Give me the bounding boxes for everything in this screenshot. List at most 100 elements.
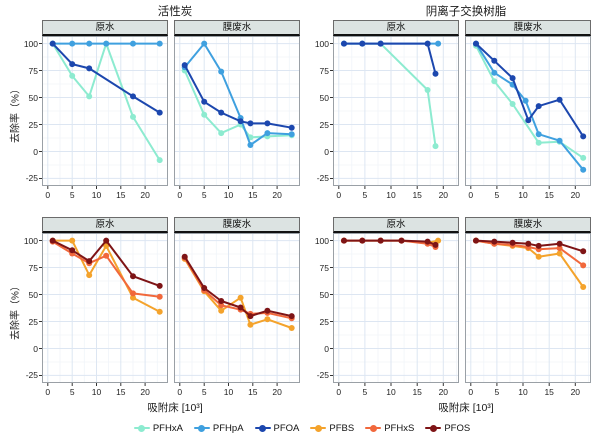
panel-ac-raw-carboxylates: 原水 0 5 10 15 20 bbox=[42, 20, 168, 201]
svg-text:15: 15 bbox=[248, 387, 258, 397]
svg-text:5: 5 bbox=[495, 190, 500, 200]
svg-text:10: 10 bbox=[92, 190, 102, 200]
y-tick-label: 25 bbox=[320, 317, 333, 327]
y-axis-ticks-left-group: 100 75 50 25 0 -25 bbox=[17, 217, 42, 398]
facet-strip-label: 原水 bbox=[42, 20, 168, 36]
plot-ix-membrane-sulfonates: 0 5 10 15 20 bbox=[465, 233, 591, 397]
panel-ix-raw-sulfonates: 原水 0 5 10 15 20 bbox=[333, 217, 459, 398]
panel-ix-raw-carboxylates: 原水 0 5 10 15 20 bbox=[333, 20, 459, 201]
svg-text:15: 15 bbox=[544, 387, 554, 397]
svg-text:5: 5 bbox=[202, 387, 207, 397]
svg-text:0: 0 bbox=[45, 190, 50, 200]
svg-text:20: 20 bbox=[571, 387, 581, 397]
y-tick-label: 25 bbox=[320, 120, 333, 130]
y-tick-label: 100 bbox=[315, 236, 333, 246]
svg-text:5: 5 bbox=[70, 387, 75, 397]
svg-text:10: 10 bbox=[518, 387, 528, 397]
svg-text:10: 10 bbox=[386, 190, 396, 200]
y-tick-label: 100 bbox=[24, 236, 42, 246]
svg-text:10: 10 bbox=[224, 190, 234, 200]
svg-text:10: 10 bbox=[224, 387, 234, 397]
plot-ac-raw-sulfonates: 0 5 10 15 20 bbox=[42, 233, 168, 397]
y-tick-label: 0 bbox=[324, 147, 333, 157]
group-title-anion-exchange-resin: 阴离子交换树脂 bbox=[425, 6, 507, 18]
svg-text:10: 10 bbox=[92, 387, 102, 397]
facet-strip-label: 膜废水 bbox=[174, 20, 300, 36]
legend: PFHxA PFHpA PFOA PFBS PFHxS PFOS bbox=[4, 419, 600, 437]
x-axis-titles-row: 吸附床 [10³] 吸附床 [10³] bbox=[4, 399, 600, 417]
facet-strip-label: 原水 bbox=[42, 217, 168, 233]
legend-item-pfhxa: PFHxA bbox=[133, 422, 183, 434]
y-tick-label: -25 bbox=[26, 173, 42, 183]
svg-text:20: 20 bbox=[272, 190, 282, 200]
legend-label: PFBS bbox=[329, 422, 355, 434]
plot-ac-raw-carboxylates: 0 5 10 15 20 bbox=[42, 36, 168, 200]
legend-marker-icon bbox=[254, 424, 271, 433]
svg-text:20: 20 bbox=[439, 387, 449, 397]
y-tick-label: -25 bbox=[26, 370, 42, 380]
panel-ix-membrane-carboxylates: 膜废水 0 5 10 15 20 bbox=[465, 20, 591, 201]
svg-text:5: 5 bbox=[363, 387, 368, 397]
y-axis-title-column: 去除率（%） bbox=[4, 217, 22, 398]
y-axis-ticks-right-group: 100 75 50 25 0 -25 bbox=[308, 217, 333, 398]
legend-item-pfos: PFOS bbox=[425, 423, 470, 434]
y-tick-label: 25 bbox=[29, 120, 42, 130]
svg-text:20: 20 bbox=[571, 190, 581, 200]
svg-text:0: 0 bbox=[468, 190, 473, 200]
svg-text:15: 15 bbox=[412, 190, 422, 200]
svg-text:0: 0 bbox=[45, 387, 50, 397]
svg-text:5: 5 bbox=[363, 190, 368, 200]
svg-text:0: 0 bbox=[177, 190, 182, 200]
svg-text:0: 0 bbox=[468, 387, 473, 397]
legend-item-pfbs: PFBS bbox=[310, 423, 354, 434]
svg-text:10: 10 bbox=[518, 190, 528, 200]
y-tick-label: 75 bbox=[320, 263, 333, 273]
x-axis-label-right: 吸附床 [10³] bbox=[438, 402, 494, 414]
legend-marker-icon bbox=[133, 424, 150, 433]
y-tick-label: -25 bbox=[317, 370, 333, 380]
y-axis-title-column: 去除率（%） bbox=[4, 20, 22, 201]
svg-text:15: 15 bbox=[412, 387, 422, 397]
svg-text:20: 20 bbox=[439, 190, 449, 200]
legend-label: PFHxS bbox=[384, 422, 415, 434]
svg-text:15: 15 bbox=[116, 387, 126, 397]
legend-marker-icon bbox=[193, 424, 210, 433]
facet-strip-label: 膜废水 bbox=[465, 20, 591, 36]
facet-strip-label: 膜废水 bbox=[465, 217, 591, 233]
y-tick-label: 50 bbox=[320, 290, 333, 300]
y-axis-ticks-left-group: 100 75 50 25 0 -25 bbox=[17, 20, 42, 201]
svg-text:5: 5 bbox=[495, 387, 500, 397]
svg-text:20: 20 bbox=[272, 387, 282, 397]
svg-text:10: 10 bbox=[386, 387, 396, 397]
x-axis-label-left: 吸附床 [10³] bbox=[147, 402, 203, 414]
legend-marker-icon bbox=[425, 424, 442, 433]
y-tick-label: 100 bbox=[315, 39, 333, 49]
legend-label: PFHxA bbox=[152, 422, 183, 434]
y-tick-label: 75 bbox=[29, 263, 42, 273]
y-tick-label: 25 bbox=[29, 317, 42, 327]
svg-text:0: 0 bbox=[177, 387, 182, 397]
svg-text:15: 15 bbox=[248, 190, 258, 200]
svg-text:5: 5 bbox=[202, 190, 207, 200]
legend-item-pfhxs: PFHxS bbox=[365, 423, 414, 434]
y-tick-label: 50 bbox=[29, 290, 42, 300]
plot-ix-membrane-carboxylates: 0 5 10 15 20 bbox=[465, 36, 591, 200]
svg-text:20: 20 bbox=[140, 387, 150, 397]
legend-label: PFOS bbox=[444, 422, 471, 434]
plot-ix-raw-sulfonates: 0 5 10 15 20 bbox=[333, 233, 459, 397]
svg-text:0: 0 bbox=[336, 190, 341, 200]
legend-marker-icon bbox=[365, 424, 382, 433]
y-axis-ticks-right-group: 100 75 50 25 0 -25 bbox=[308, 20, 333, 201]
y-tick-label: 75 bbox=[320, 66, 333, 76]
svg-text:0: 0 bbox=[336, 387, 341, 397]
y-tick-label: 0 bbox=[33, 147, 42, 157]
y-tick-label: 50 bbox=[320, 93, 333, 103]
legend-marker-icon bbox=[310, 424, 327, 433]
group-title-activated-carbon: 活性炭 bbox=[157, 6, 193, 18]
plot-ac-membrane-carboxylates: 0 5 10 15 20 bbox=[174, 36, 300, 200]
legend-item-pfhpa: PFHpA bbox=[193, 423, 244, 434]
panel-ac-membrane-carboxylates: 膜废水 0 5 10 15 20 bbox=[174, 20, 300, 201]
group-titles-row: 活性炭 阴离子交换树脂 bbox=[4, 2, 600, 20]
